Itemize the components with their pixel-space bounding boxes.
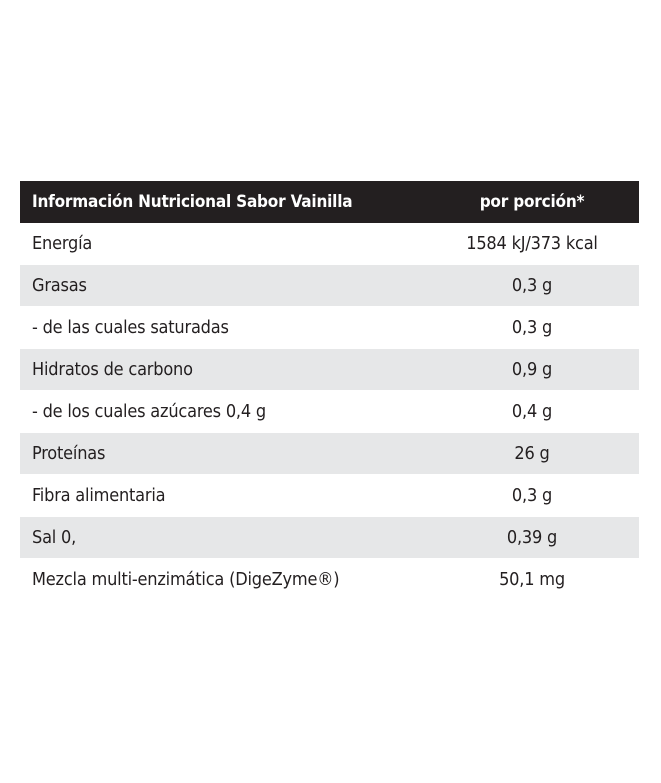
nutrient-name: - de los cuales azúcares 0,4 g: [32, 401, 266, 422]
nutrient-name: Energía: [32, 233, 93, 254]
nutrient-name: Mezcla multi-enzimática (DigeZyme®): [32, 569, 340, 590]
table-row: Hidratos de carbono 0,9 g: [20, 349, 639, 391]
table-header: Información Nutricional Sabor Vainilla p…: [20, 181, 639, 223]
nutrient-value: 0,3 g: [511, 485, 553, 506]
table-row: - de las cuales saturadas 0,3 g: [20, 307, 639, 349]
nutrient-value: 0,9 g: [511, 359, 553, 380]
nutrient-name: Sal 0,: [32, 527, 77, 548]
nutrient-value: 0,3 g: [511, 317, 553, 338]
table-row: Fibra alimentaria 0,3 g: [20, 475, 639, 517]
nutrient-name: Fibra alimentaria: [32, 485, 166, 506]
nutrition-table: Información Nutricional Sabor Vainilla p…: [20, 181, 639, 601]
nutrient-name: Grasas: [32, 275, 87, 296]
nutrient-value: 26 g: [514, 443, 550, 464]
nutrient-value: 0,3 g: [511, 275, 553, 296]
table-row: Energía 1584 kJ/373 kcal: [20, 223, 639, 265]
table-row: Proteínas 26 g: [20, 433, 639, 475]
nutrient-value: 50,1 mg: [499, 569, 565, 590]
header-value: por porción*: [479, 192, 585, 212]
nutrient-name: Hidratos de carbono: [32, 359, 193, 380]
nutrient-value: 0,39 g: [506, 527, 558, 548]
nutrient-value: 1584 kJ/373 kcal: [466, 233, 598, 254]
nutrient-value: 0,4 g: [511, 401, 553, 422]
table-row: Sal 0, 0,39 g: [20, 517, 639, 559]
table-row: Mezcla multi-enzimática (DigeZyme®) 50,1…: [20, 559, 639, 601]
nutrient-name: Proteínas: [32, 443, 106, 464]
table-row: Grasas 0,3 g: [20, 265, 639, 307]
header-name: Información Nutricional Sabor Vainilla: [32, 192, 353, 212]
nutrient-name: - de las cuales saturadas: [32, 317, 229, 338]
table-row: - de los cuales azúcares 0,4 g 0,4 g: [20, 391, 639, 433]
